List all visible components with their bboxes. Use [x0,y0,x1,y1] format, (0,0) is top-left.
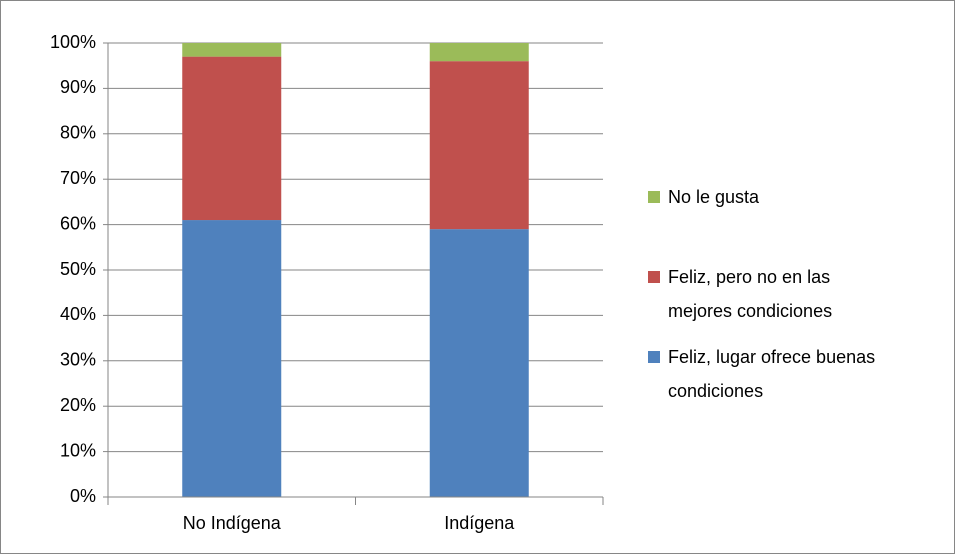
y-tick-label: 50% [60,259,96,279]
y-tick-label: 60% [60,213,96,233]
y-tick-label: 40% [60,304,96,324]
y-tick-label: 90% [60,77,96,97]
legend-label: No le gusta [668,187,760,207]
bar-segment [429,43,529,62]
x-tick-label: Indígena [444,513,515,533]
y-tick-label: 80% [60,123,96,143]
y-tick-label: 0% [70,486,96,506]
y-tick-label: 100% [50,32,96,52]
legend-entry: No le gusta [648,180,943,214]
x-tick-label: No Indígena [183,513,282,533]
legend-swatch [648,351,660,363]
bar-segment [182,220,282,497]
bar-segment [182,56,282,221]
y-tick-label: 70% [60,168,96,188]
bar-segment [182,43,282,57]
legend-swatch [648,191,660,203]
y-tick-label: 20% [60,395,96,415]
y-tick-label: 10% [60,440,96,460]
legend-entry: Feliz, lugar ofrece buenas condiciones [648,340,943,408]
legend-label: Feliz, pero no en las mejores condicione… [668,267,833,321]
legend-swatch [648,271,660,283]
bar-segment [429,229,529,497]
bar-segment [429,61,529,230]
y-tick-label: 30% [60,350,96,370]
legend-entry: Feliz, pero no en las mejores condicione… [648,260,893,328]
legend-label: Feliz, lugar ofrece buenas condiciones [668,347,876,401]
